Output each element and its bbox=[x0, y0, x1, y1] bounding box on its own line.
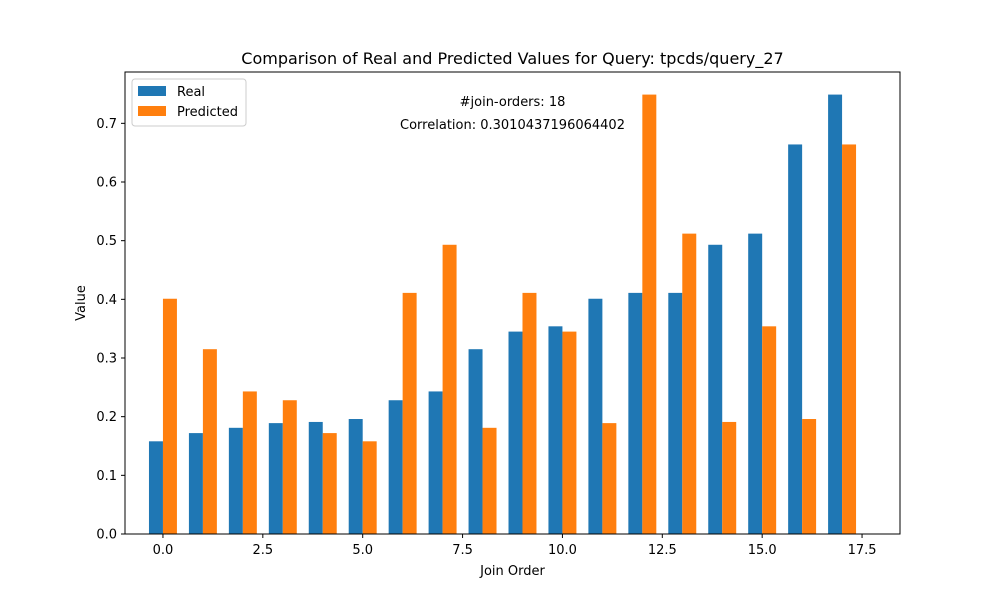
bars-group bbox=[148, 94, 857, 535]
x-tick-label: 15.0 bbox=[748, 543, 777, 558]
bar-predicted-14 bbox=[722, 421, 737, 534]
bar-predicted-10 bbox=[562, 331, 577, 534]
bar-predicted-4 bbox=[322, 433, 337, 534]
chart-title: Comparison of Real and Predicted Values … bbox=[241, 49, 783, 69]
bar-real-0 bbox=[148, 441, 163, 534]
plot-frame bbox=[124, 71, 901, 535]
y-tick-label: 0.1 bbox=[96, 469, 117, 484]
bar-real-17 bbox=[828, 94, 843, 534]
x-axis: 0.0 2.5 5.0 7.5 10.0 12.5 15.0 17.5 bbox=[153, 534, 877, 558]
x-tick-label: 17.5 bbox=[848, 543, 877, 558]
bar-predicted-0 bbox=[162, 298, 177, 534]
bar-predicted-17 bbox=[842, 144, 857, 534]
bar-real-12 bbox=[628, 292, 643, 534]
annotation-correlation: Correlation: 0.3010437196064402 bbox=[400, 118, 625, 133]
legend: Real Predicted bbox=[131, 78, 247, 127]
bar-predicted-3 bbox=[282, 400, 297, 534]
x-axis-label: Join Order bbox=[479, 564, 545, 579]
bar-real-6 bbox=[388, 400, 403, 534]
bar-real-15 bbox=[748, 233, 763, 535]
x-tick-label: 2.5 bbox=[252, 543, 273, 558]
bar-real-14 bbox=[708, 244, 723, 535]
bar-real-10 bbox=[548, 326, 563, 534]
bar-real-9 bbox=[508, 331, 523, 534]
bar-predicted-9 bbox=[522, 292, 537, 534]
bar-predicted-1 bbox=[202, 349, 217, 534]
y-tick-label: 0.3 bbox=[96, 352, 117, 367]
bar-predicted-2 bbox=[242, 391, 257, 534]
legend-swatch-predicted bbox=[138, 106, 166, 116]
y-tick-label: 0.2 bbox=[96, 410, 117, 425]
bar-real-3 bbox=[268, 423, 283, 534]
annotation-join-orders: #join-orders: 18 bbox=[460, 95, 566, 110]
y-tick-label: 0.6 bbox=[96, 176, 117, 191]
bar-real-7 bbox=[428, 391, 443, 534]
bar-predicted-6 bbox=[402, 292, 417, 534]
x-tick-label: 12.5 bbox=[648, 543, 677, 558]
y-axis: 0.0 0.1 0.2 0.3 0.4 0.5 0.6 0.7 bbox=[96, 117, 125, 543]
y-tick-label: 0.4 bbox=[96, 293, 117, 308]
bar-predicted-5 bbox=[362, 441, 377, 534]
bar-real-2 bbox=[228, 427, 243, 534]
bar-real-5 bbox=[348, 419, 363, 534]
bar-real-8 bbox=[468, 349, 483, 534]
x-tick-label: 5.0 bbox=[352, 543, 373, 558]
bar-predicted-11 bbox=[602, 423, 617, 534]
x-tick-label: 7.5 bbox=[452, 543, 473, 558]
bar-predicted-7 bbox=[442, 244, 457, 535]
x-tick-label: 10.0 bbox=[548, 543, 577, 558]
y-axis-label: Value bbox=[74, 285, 89, 321]
bar-real-1 bbox=[188, 433, 203, 534]
y-tick-label: 0.7 bbox=[96, 117, 117, 132]
bar-real-4 bbox=[308, 421, 323, 534]
bar-real-11 bbox=[588, 298, 603, 534]
y-tick-label: 0.0 bbox=[96, 528, 117, 543]
bar-real-13 bbox=[668, 292, 683, 534]
y-tick-label: 0.5 bbox=[96, 234, 117, 249]
x-tick-label: 0.0 bbox=[153, 543, 174, 558]
legend-label-real: Real bbox=[177, 85, 205, 100]
bar-predicted-12 bbox=[642, 94, 657, 534]
legend-swatch-real bbox=[138, 86, 166, 96]
bar-predicted-15 bbox=[762, 326, 777, 534]
bar-predicted-13 bbox=[682, 233, 697, 535]
legend-label-predicted: Predicted bbox=[177, 105, 238, 120]
bar-real-16 bbox=[788, 144, 803, 534]
bar-predicted-8 bbox=[482, 427, 497, 534]
bar-predicted-16 bbox=[802, 419, 817, 534]
